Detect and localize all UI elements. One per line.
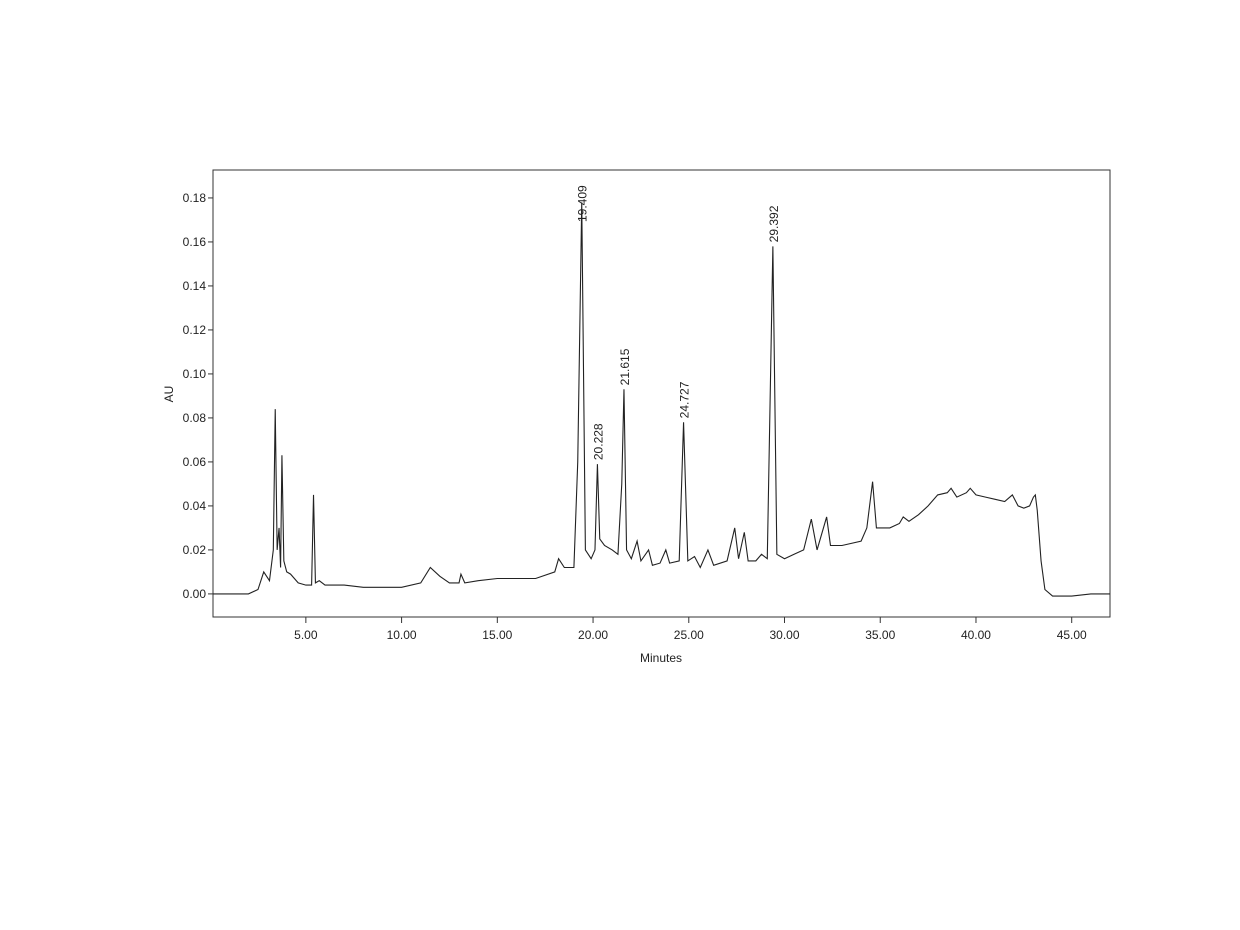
x-tick-label: 10.00 <box>387 628 417 642</box>
y-axis-label: AU <box>162 386 176 403</box>
x-tick-label: 5.00 <box>294 628 318 642</box>
y-tick-label: 0.10 <box>183 367 207 381</box>
trace <box>213 202 1110 597</box>
x-tick-label: 20.00 <box>578 628 608 642</box>
y-tick-label: 0.16 <box>183 235 207 249</box>
x-tick-label: 40.00 <box>961 628 991 642</box>
y-tick-label: 0.06 <box>183 455 207 469</box>
x-tick-label: 15.00 <box>482 628 512 642</box>
x-tick-label: 45.00 <box>1057 628 1087 642</box>
y-tick-label: 0.02 <box>183 543 207 557</box>
peak-label: 20.228 <box>591 423 605 460</box>
y-tick-label: 0.14 <box>183 279 207 293</box>
plot-frame <box>212 169 1111 618</box>
y-tick-label: 0.00 <box>183 587 207 601</box>
y-tick-label: 0.18 <box>183 191 207 205</box>
peak-label: 19.409 <box>576 185 590 222</box>
y-tick-label: 0.04 <box>183 499 207 513</box>
y-tick-label: 0.08 <box>183 411 207 425</box>
x-tick-label: 25.00 <box>674 628 704 642</box>
peak-label: 21.615 <box>618 348 632 385</box>
peak-label: 24.727 <box>678 381 692 418</box>
x-tick-label: 30.00 <box>769 628 799 642</box>
y-tick-label: 0.12 <box>183 323 207 337</box>
x-tick-label: 35.00 <box>865 628 895 642</box>
peak-label: 29.392 <box>767 205 781 242</box>
x-axis-label: Minutes <box>640 651 682 665</box>
